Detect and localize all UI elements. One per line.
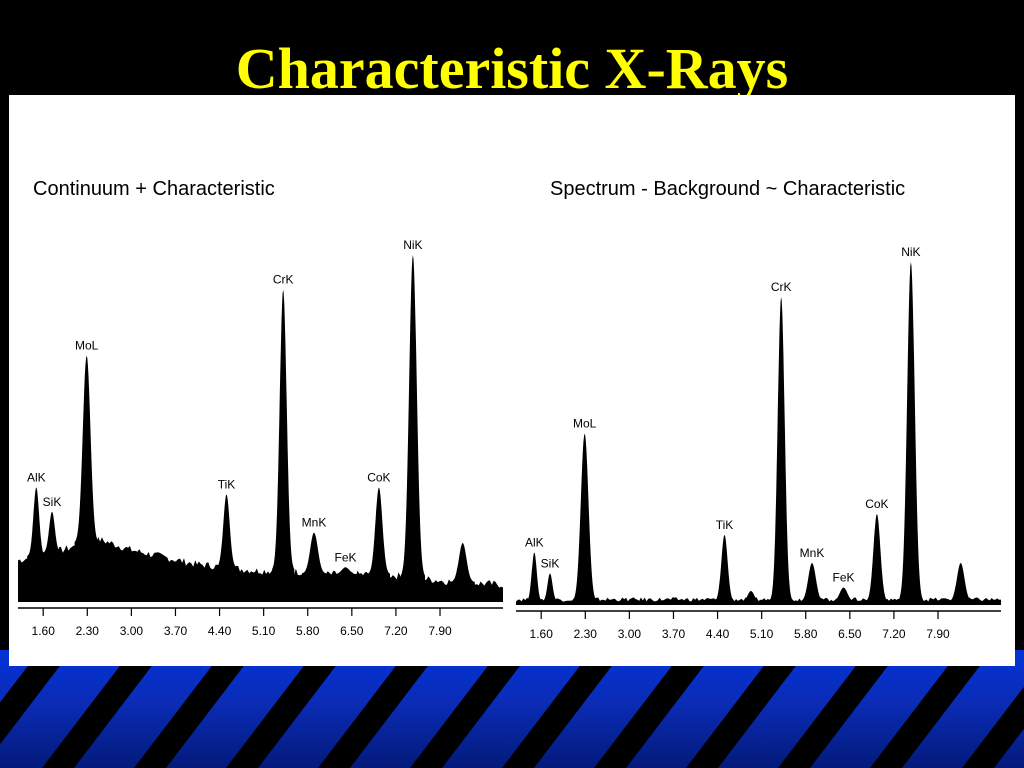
peak-fek [333, 567, 358, 602]
slide-title: Characteristic X-Rays [235, 36, 789, 101]
peak-nik [898, 262, 923, 605]
peak-nik [400, 255, 425, 602]
x-tick-label: 7.20 [882, 627, 906, 641]
x-tick-label: 5.80 [794, 627, 818, 641]
x-tick-label: 7.90 [926, 627, 950, 641]
stripe [686, 650, 808, 768]
peak-label: MoL [573, 417, 597, 431]
peak-crk [272, 289, 295, 602]
peak-label: MnK [302, 516, 327, 530]
peak-cok [367, 487, 390, 602]
x-tick-label: 5.10 [750, 627, 774, 641]
spectra-figure: Continuum + Characteristic AlK SiK MoL TiK Cr… [18, 178, 1001, 641]
peak-fek [831, 587, 856, 605]
peak-mnk [301, 532, 327, 602]
figure-panel: Continuum + Characteristic AlK SiK MoL TiK Cr… [9, 95, 1015, 666]
peak-label: CrK [771, 280, 792, 294]
x-tick-label: 6.50 [340, 624, 364, 638]
peak-label: CoK [367, 471, 390, 485]
peak-alk [526, 552, 543, 605]
peak-unlabeled [740, 591, 761, 605]
x-tick-label: 7.90 [428, 624, 452, 638]
spectrum-chart-1: Continuum + Characteristic AlK SiK MoL TiK Cr… [18, 178, 503, 638]
x-tick-label: 6.50 [838, 627, 862, 641]
stripe [502, 650, 624, 768]
x-tick-label: 7.20 [384, 624, 408, 638]
peak-label: AlK [27, 471, 46, 485]
peak-label: MoL [75, 339, 99, 353]
stripe-band [0, 650, 1024, 768]
stripe [226, 650, 348, 768]
diagonal-stripes [0, 650, 1024, 768]
peak-label: SiK [43, 495, 62, 509]
peak-cok [865, 514, 888, 605]
chart-title: Spectrum - Background ~ Characteristic [550, 178, 905, 200]
peak-mol [74, 355, 99, 602]
peak-label: TiK [716, 518, 734, 532]
peak-label: NiK [403, 238, 422, 252]
peak-label: NiK [901, 245, 920, 259]
x-tick-label: 1.60 [530, 627, 554, 641]
peak-alk [27, 487, 46, 602]
peak-unlabeled [450, 543, 475, 602]
x-tick-label: 3.00 [618, 627, 642, 641]
x-tick-label: 3.70 [662, 627, 686, 641]
stripe [870, 650, 992, 768]
chart-title: Continuum + Characteristic [33, 178, 275, 200]
stripe [134, 650, 256, 768]
spectrum-chart-2: Spectrum - Background ~ Characteristic Al… [516, 178, 1001, 641]
peak-label: FeK [334, 550, 356, 564]
x-tick-label: 4.40 [706, 627, 730, 641]
peak-mnk [799, 563, 825, 605]
x-tick-label: 2.30 [574, 627, 598, 641]
peak-crk [770, 297, 793, 605]
peak-label: SiK [541, 557, 560, 571]
stripe [42, 650, 164, 768]
x-tick-label: 5.10 [252, 624, 276, 638]
peak-tik [714, 535, 735, 605]
peak-label: TiK [218, 477, 236, 491]
peak-label: AlK [525, 536, 544, 550]
x-tick-label: 3.70 [164, 624, 188, 638]
peak-mol [572, 433, 597, 605]
stripe [318, 650, 440, 768]
x-tick-label: 2.30 [76, 624, 100, 638]
peak-label: FeK [832, 571, 854, 585]
peak-label: CoK [865, 497, 888, 511]
peak-tik [216, 494, 237, 602]
peak-label: CrK [273, 273, 294, 287]
x-tick-label: 3.00 [120, 624, 144, 638]
x-tick-label: 4.40 [208, 624, 232, 638]
x-tick-label: 1.60 [32, 624, 56, 638]
peak-unlabeled [948, 563, 973, 605]
peak-label: MnK [800, 546, 825, 560]
stripe [778, 650, 900, 768]
stripe [410, 650, 532, 768]
x-tick-label: 5.80 [296, 624, 320, 638]
peak-sik [42, 511, 62, 602]
peak-sik [542, 573, 559, 605]
stripe [594, 650, 716, 768]
